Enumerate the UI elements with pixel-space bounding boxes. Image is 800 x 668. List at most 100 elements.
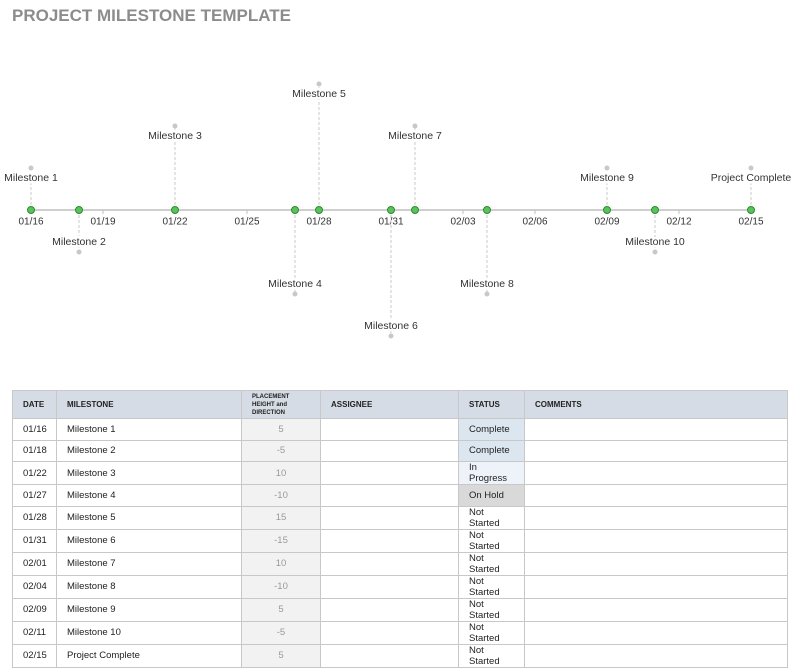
status-cell: Complete	[458, 418, 525, 441]
milestone-table: DATE MILESTONE PLACEMENT HEIGHT and DIRECT…	[12, 390, 788, 668]
milestone-cell: Milestone 2	[56, 439, 242, 463]
date-cell: 02/09	[12, 597, 57, 622]
comments-cell	[524, 418, 788, 441]
height-cell: 10	[241, 551, 321, 576]
milestone-cell: Milestone 5	[56, 505, 242, 530]
milestone-dot	[315, 206, 323, 214]
height-cell: 5	[241, 418, 321, 441]
milestone-dot	[603, 206, 611, 214]
x-tick-label: 01/16	[18, 217, 43, 228]
comments-cell	[524, 439, 788, 463]
date-cell: 01/28	[12, 505, 57, 530]
milestone-dot	[75, 206, 83, 214]
height-cell: 10	[241, 461, 321, 486]
assignee-cell	[320, 484, 459, 507]
milestone-cell: Milestone 7	[56, 551, 242, 576]
milestone-label: Milestone 3	[148, 130, 202, 142]
milestone-cell: Milestone 4	[56, 484, 242, 507]
comments-cell	[524, 505, 788, 530]
comments-cell	[524, 551, 788, 576]
comments-cell	[524, 484, 788, 507]
stem-end	[652, 249, 658, 255]
milestone-cell: Milestone 1	[56, 418, 242, 441]
x-tick-label: 01/25	[234, 217, 259, 228]
milestone-dot	[27, 206, 35, 214]
assignee-cell	[320, 439, 459, 463]
table-row: 02/11 Milestone 10 -5 Not Started	[12, 620, 788, 645]
status-cell: Complete	[458, 439, 525, 463]
status-cell: Not Started	[458, 551, 525, 576]
milestone-label: Milestone 7	[388, 130, 442, 142]
column-header: DATE	[12, 390, 57, 419]
assignee-cell	[320, 461, 459, 486]
milestone-label: Milestone 1	[4, 172, 58, 184]
date-cell: 01/16	[12, 418, 57, 441]
height-cell: -15	[241, 528, 321, 553]
x-tick-label: 02/03	[450, 217, 475, 228]
table-row: 01/27 Milestone 4 -10 On Hold	[12, 484, 788, 507]
assignee-cell	[320, 574, 459, 599]
milestone-cell: Milestone 6	[56, 528, 242, 553]
column-header: PLACEMENT HEIGHT and DIRECTION	[241, 390, 321, 419]
date-cell: 01/31	[12, 528, 57, 553]
table-row: 01/16 Milestone 1 5 Complete	[12, 418, 788, 441]
milestone-dot	[747, 206, 755, 214]
table-row: 02/09 Milestone 9 5 Not Started	[12, 597, 788, 622]
assignee-cell	[320, 597, 459, 622]
height-cell: -10	[241, 484, 321, 507]
x-tick-label: 02/12	[666, 217, 691, 228]
height-cell: 5	[241, 643, 321, 668]
column-header: COMMENTS	[524, 390, 788, 419]
date-cell: 01/27	[12, 484, 57, 507]
x-tick-label: 02/06	[522, 217, 547, 228]
milestone-cell: Project Complete	[56, 643, 242, 668]
date-cell: 02/15	[12, 643, 57, 668]
stem-end	[316, 81, 322, 87]
assignee-cell	[320, 643, 459, 668]
status-cell: Not Started	[458, 643, 525, 668]
comments-cell	[524, 620, 788, 645]
table-row: 01/22 Milestone 3 10 In Progress	[12, 461, 788, 486]
status-cell: On Hold	[458, 484, 525, 507]
header-row: DATE MILESTONE PLACEMENT HEIGHT and DIRECT…	[12, 390, 788, 419]
column-header: STATUS	[458, 390, 525, 419]
milestone-dot	[291, 206, 299, 214]
milestone-label: Milestone 10	[625, 236, 685, 248]
milestone-label: Milestone 8	[460, 278, 514, 290]
milestone-cell: Milestone 10	[56, 620, 242, 645]
milestone-dot	[171, 206, 179, 214]
table-row: 01/18 Milestone 2 -5 Complete	[12, 439, 788, 463]
status-cell: Not Started	[458, 574, 525, 599]
stem-end	[748, 165, 754, 171]
page-title: PROJECT MILESTONE TEMPLATE	[12, 6, 291, 25]
comments-cell	[524, 528, 788, 553]
date-cell: 02/04	[12, 574, 57, 599]
table-row: 01/31 Milestone 6 -15 Not Started	[12, 528, 788, 553]
milestone-cell: Milestone 9	[56, 597, 242, 622]
table-body: 01/16 Milestone 1 5 Complete 01/18 Milestone …	[12, 418, 788, 668]
stem-end	[412, 123, 418, 129]
date-cell: 02/01	[12, 551, 57, 576]
assignee-cell	[320, 551, 459, 576]
date-cell: 01/22	[12, 461, 57, 486]
comments-cell	[524, 597, 788, 622]
stem-end	[28, 165, 34, 171]
milestone-dot	[651, 206, 659, 214]
comments-cell	[524, 643, 788, 668]
x-tick-label: 01/28	[306, 217, 331, 228]
milestone-label: Milestone 6	[364, 320, 418, 332]
milestone-cell: Milestone 8	[56, 574, 242, 599]
table-row: 02/01 Milestone 7 10 Not Started	[12, 551, 788, 576]
status-cell: In Progress	[458, 461, 525, 486]
assignee-cell	[320, 528, 459, 553]
x-tick-label: 01/22	[162, 217, 187, 228]
height-cell: 5	[241, 597, 321, 622]
assignee-cell	[320, 418, 459, 441]
date-cell: 02/11	[12, 620, 57, 645]
milestone-label: Milestone 5	[292, 88, 346, 100]
comments-cell	[524, 574, 788, 599]
milestone-cell: Milestone 3	[56, 461, 242, 486]
height-cell: 15	[241, 505, 321, 530]
assignee-cell	[320, 620, 459, 645]
